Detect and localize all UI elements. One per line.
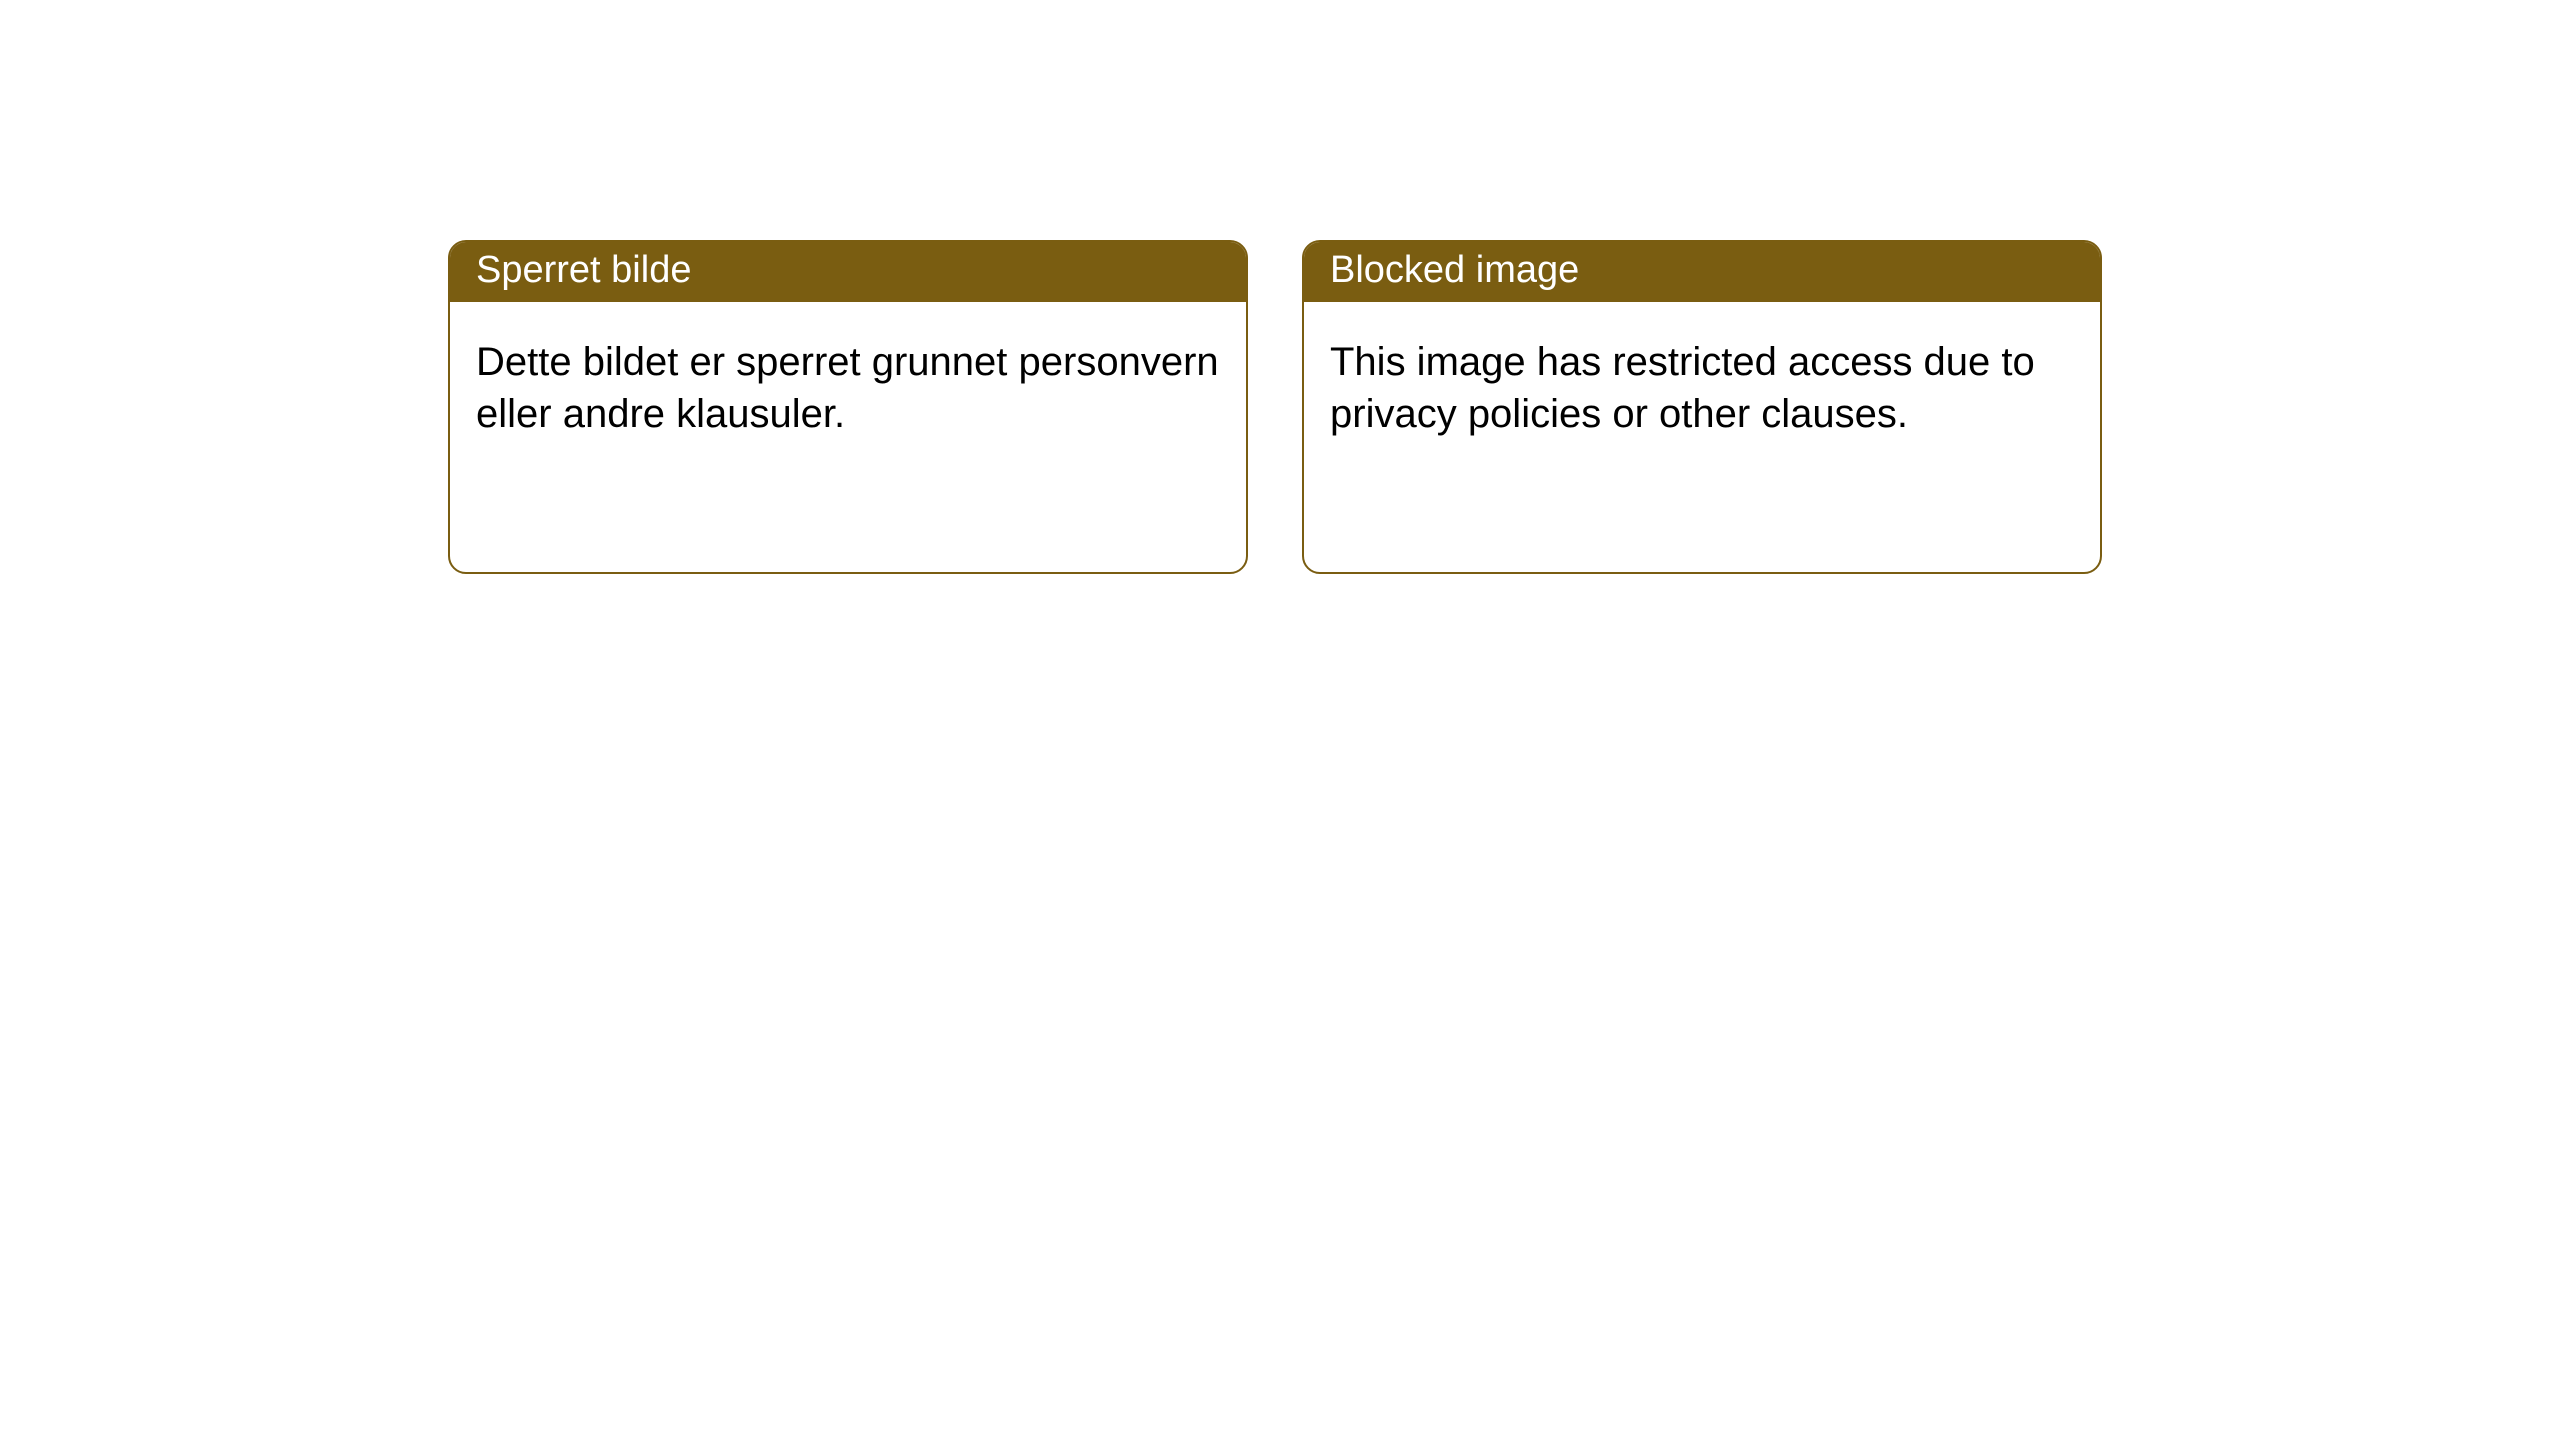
card-body-no: Dette bildet er sperret grunnet personve… bbox=[450, 302, 1246, 466]
blocked-image-card-en: Blocked image This image has restricted … bbox=[1302, 240, 2102, 574]
card-title-no: Sperret bilde bbox=[476, 249, 691, 292]
card-body-en: This image has restricted access due to … bbox=[1304, 302, 2100, 466]
blocked-image-card-no: Sperret bilde Dette bildet er sperret gr… bbox=[448, 240, 1248, 574]
cards-container: Sperret bilde Dette bildet er sperret gr… bbox=[0, 0, 2560, 574]
card-message-en: This image has restricted access due to … bbox=[1330, 340, 2035, 436]
card-header-en: Blocked image bbox=[1304, 242, 2100, 302]
card-header-no: Sperret bilde bbox=[450, 242, 1246, 302]
card-message-no: Dette bildet er sperret grunnet personve… bbox=[476, 340, 1219, 436]
card-title-en: Blocked image bbox=[1330, 249, 1579, 292]
